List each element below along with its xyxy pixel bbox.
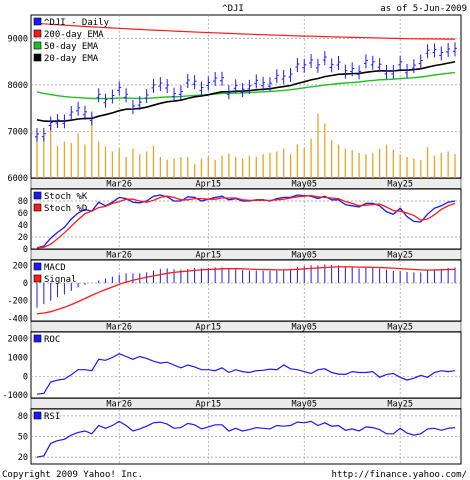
stoch-tick-label: 20 — [18, 233, 28, 243]
date-label: as of 5-Jun-2009 — [380, 4, 467, 14]
date-strip: Mar26 Apr15 May05 May25 — [30, 398, 462, 410]
date-strip: Mar26 Apr15 May05 May25 — [30, 249, 462, 261]
signal-line — [36, 266, 456, 315]
stoch-tick-label: 0 — [23, 245, 28, 255]
macd-tick-label: 0 — [23, 279, 28, 289]
x-tick-label: May25 — [387, 180, 413, 190]
stoch-legend-label: Stoch %D — [44, 204, 87, 214]
macd-legend-label: MACD — [44, 263, 66, 273]
x-tick-label: Apr15 — [196, 400, 222, 410]
chart-title: ^DJI — [222, 4, 244, 14]
price-legend-swatch — [33, 41, 42, 50]
price-legend-label: ^DJI - Daily — [44, 18, 110, 28]
macd-legend-label: Signal — [44, 275, 77, 285]
x-tick-label: May05 — [291, 251, 317, 261]
stoch-legend-swatch — [33, 191, 42, 200]
stoch-k-line — [36, 194, 456, 249]
rsi-line — [36, 420, 456, 458]
price-legend-swatch — [33, 53, 42, 62]
stoch-tick-label: 80 — [18, 197, 28, 207]
rsi-tick-label: 50 — [18, 433, 28, 443]
price-legend-label: 200-day EMA — [44, 30, 104, 40]
roc-tick-label: 1000 — [8, 353, 28, 363]
price-tick-label: 6000 — [8, 174, 28, 184]
price-tick-label: 8000 — [8, 81, 28, 91]
x-tick-label: May25 — [387, 251, 413, 261]
rsi-panel: 20 50 80 RSI — [18, 408, 462, 465]
stoch-tick-label: 40 — [18, 221, 28, 231]
x-tick-label: Mar26 — [106, 251, 132, 261]
macd-tick-label: 200 — [13, 261, 28, 271]
macd-panel: -400 -200 0 200 MACD Signal — [8, 259, 462, 324]
macd-tick-label: -200 — [8, 297, 28, 307]
date-strip: Mar26 Apr15 May05 May25 — [30, 321, 462, 333]
x-tick-label: Mar26 — [106, 180, 132, 190]
x-tick-label: May25 — [387, 323, 413, 333]
macd-tick-label: -400 — [8, 314, 28, 324]
macd-legend-swatch — [33, 262, 42, 271]
x-tick-label: May05 — [291, 400, 317, 410]
rsi-legend-swatch — [33, 411, 42, 420]
price-legend-label: 20-day EMA — [44, 54, 99, 64]
roc-panel: -1000 0 1000 2000 ROC — [2, 331, 462, 401]
rsi-tick-label: 20 — [18, 453, 28, 463]
copyright-text: Copyright 2009 Yahoo! Inc. — [2, 470, 143, 480]
roc-legend-label: ROC — [44, 335, 60, 345]
x-tick-label: May05 — [291, 180, 317, 190]
macd-frame — [30, 259, 462, 322]
date-strip: Mar26 Apr15 May05 May25 — [30, 178, 462, 190]
price-tick-label: 9000 — [8, 34, 28, 44]
roc-line — [36, 353, 456, 395]
stoch-panel: 0 20 40 60 80 Stoch %K Stoch %D — [18, 188, 462, 255]
roc-tick-label: 0 — [23, 372, 28, 382]
stoch-tick-label: 60 — [18, 209, 28, 219]
ema20-line — [36, 61, 456, 123]
x-tick-label: Mar26 — [106, 400, 132, 410]
price-legend-swatch — [33, 17, 42, 26]
macd-legend-swatch — [33, 274, 42, 283]
stoch-d-line — [36, 194, 456, 249]
ema200-line — [36, 22, 455, 40]
x-tick-label: Mar26 — [106, 323, 132, 333]
rsi-legend-label: RSI — [44, 412, 60, 422]
stoch-frame — [30, 188, 462, 250]
source-url: http://finance.yahoo.com/ — [332, 470, 467, 480]
ema50-line — [36, 71, 456, 100]
price-legend-label: 50-day EMA — [44, 42, 99, 52]
price-panel: 6000 7000 8000 9000 ^DJI - Daily 200-day EMA 5… — [8, 14, 462, 184]
x-tick-label: Apr15 — [196, 251, 222, 261]
roc-frame — [30, 331, 462, 399]
price-tick-label: 7000 — [8, 127, 28, 137]
x-tick-label: May25 — [387, 400, 413, 410]
price-frame — [30, 14, 462, 179]
x-tick-label: May05 — [291, 323, 317, 333]
stoch-legend-label: Stoch %K — [44, 192, 88, 202]
roc-tick-label: -1000 — [2, 391, 28, 401]
x-tick-label: Apr15 — [196, 323, 222, 333]
stoch-legend-swatch — [33, 203, 42, 212]
price-legend-swatch — [33, 29, 42, 38]
x-tick-label: Apr15 — [196, 180, 222, 190]
rsi-tick-label: 80 — [18, 412, 28, 422]
roc-legend-swatch — [33, 334, 42, 343]
roc-tick-label: 2000 — [8, 335, 28, 345]
